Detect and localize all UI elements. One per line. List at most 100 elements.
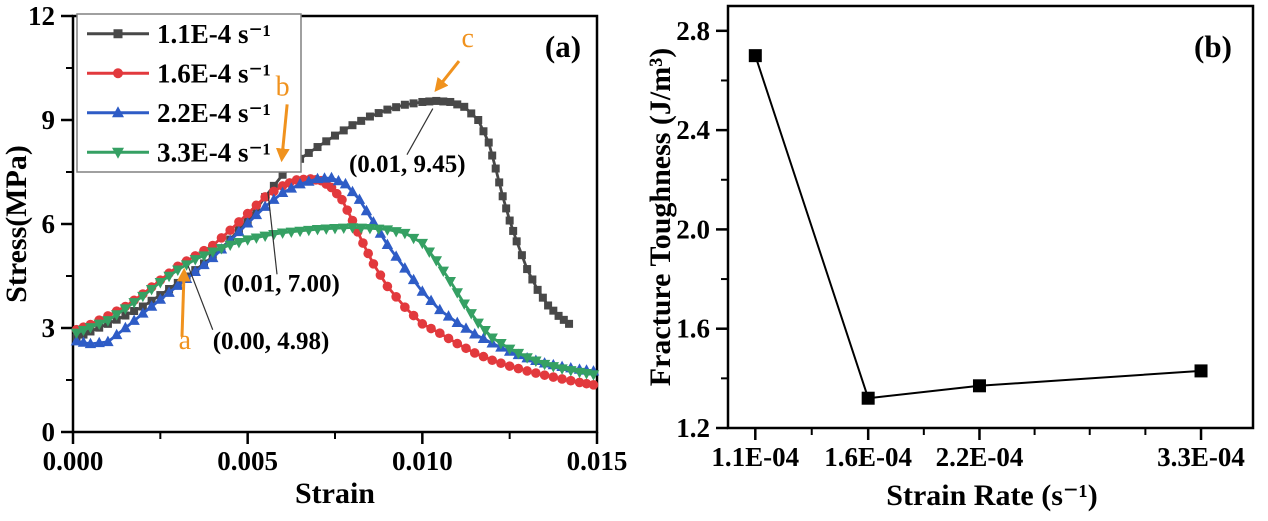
circle-marker (452, 338, 463, 349)
x-tick-label: 1.1E-04 (711, 442, 799, 472)
square-marker (549, 306, 558, 315)
circle-marker (400, 302, 410, 313)
triangle-up-marker (399, 262, 411, 273)
triangle-down-marker (465, 309, 477, 320)
triangle-up-marker (407, 273, 420, 285)
leader-line (267, 192, 278, 275)
circle-marker (557, 374, 567, 384)
coordinate-annotation: (0.00, 4.98) (213, 328, 330, 355)
square-marker (1194, 364, 1208, 378)
square-marker (365, 112, 374, 121)
circle-marker (496, 358, 506, 368)
triangle-up-marker (294, 177, 306, 189)
panel-label: (b) (1194, 29, 1232, 64)
square-marker (495, 178, 504, 187)
triangle-down-marker (233, 238, 245, 249)
x-axis-ticks: 0.000 0.005 0.010 0.015 (43, 432, 627, 476)
legend-item: 3.3E-4 s⁻¹ (87, 137, 271, 167)
triangle-down-marker (285, 227, 298, 238)
circle-marker (469, 348, 480, 358)
circle-marker (522, 366, 532, 376)
triangle-down-marker (128, 298, 140, 309)
triangle-down-marker (381, 225, 394, 236)
triangle-down-marker (416, 238, 429, 250)
annotation-arrow (275, 104, 290, 163)
square-marker (392, 103, 401, 112)
square-marker (488, 151, 497, 160)
square-marker (322, 137, 331, 146)
triangle-up-marker (241, 217, 254, 228)
square-marker (453, 100, 462, 109)
annotation-arrow (434, 60, 461, 93)
square-marker (331, 131, 339, 140)
square-marker (374, 109, 383, 118)
triangle-down-marker (503, 344, 516, 355)
square-marker (748, 49, 762, 63)
triangle-down-marker (119, 304, 132, 315)
triangle-down-marker (458, 299, 470, 310)
square-marker (484, 138, 493, 147)
triangle-up-marker (353, 193, 366, 204)
square-marker (357, 116, 366, 125)
triangle-up-marker (70, 334, 83, 346)
square-marker (460, 102, 469, 111)
triangle-down-marker (163, 271, 175, 283)
square-marker (339, 126, 348, 135)
triangle-down-marker (84, 323, 97, 334)
circle-marker (417, 319, 428, 329)
square-marker (418, 97, 427, 106)
triangle-down-marker (241, 235, 254, 246)
square-marker (113, 29, 123, 39)
x-axis-label: Strain (295, 477, 375, 510)
triangle-down-marker (355, 223, 367, 235)
legend-box (76, 13, 302, 173)
triangle-up-marker (250, 208, 263, 220)
triangle-up-marker (189, 265, 201, 277)
leader-line (406, 108, 434, 155)
panel-b-plot: 1.2 1.6 2.0 2.4 2.8 1.1E-04 1.6E-04 2.2E-04 3.3E… (644, 4, 1255, 512)
square-marker (446, 97, 455, 106)
legend-label: 3.3E-4 s⁻¹ (157, 137, 271, 167)
triangle-up-marker (163, 286, 175, 297)
triangle-down-marker (198, 251, 210, 262)
coordinate-annotation: (0.01, 7.00) (223, 271, 340, 298)
triangle-down-marker (338, 223, 350, 235)
circle-marker (347, 215, 358, 226)
triangle-down-marker (407, 233, 420, 245)
square-marker (400, 100, 409, 109)
triangle-down-marker (364, 223, 376, 235)
triangle-up-marker (460, 322, 472, 333)
triangle-up-marker (259, 200, 271, 211)
triangle-down-marker (538, 359, 551, 371)
circle-marker (234, 217, 244, 227)
circle-marker (548, 372, 559, 382)
x-tick-label: 2.2E-04 (936, 442, 1024, 472)
square-marker (130, 307, 139, 316)
triangle-down-marker (224, 240, 236, 251)
triangle-up-marker (416, 285, 429, 296)
circle-marker (588, 380, 599, 390)
y-axis-label: Fracture Toughness (J/m³) (644, 48, 677, 386)
circle-marker (242, 208, 253, 219)
triangle-up-marker (381, 238, 394, 249)
leader-line (187, 266, 214, 330)
circle-marker (478, 351, 489, 362)
annotation-letter-a: a (179, 325, 192, 356)
square-marker (479, 127, 488, 136)
annotations: (0.00, 4.98) (0.01, 7.00) (0.01, 9.45) a b c (176, 23, 474, 356)
triangle-up-marker (233, 225, 245, 237)
square-marker (554, 311, 563, 320)
curve-3-3e-4 (70, 223, 600, 381)
triangle-down-marker (423, 247, 436, 258)
legend-label: 1.6E-4 s⁻¹ (157, 58, 271, 88)
circle-marker (382, 281, 393, 292)
legend-label: 1.1E-4 s⁻¹ (157, 19, 271, 49)
square-marker (544, 301, 553, 310)
triangle-up-marker (110, 328, 123, 340)
triangle-up-marker (128, 314, 140, 325)
legend-item: 1.1E-4 s⁻¹ (87, 19, 271, 49)
triangle-down-marker (430, 256, 443, 267)
square-marker (972, 379, 986, 393)
triangle-down-marker (521, 353, 533, 364)
triangle-up-marker (119, 321, 132, 333)
